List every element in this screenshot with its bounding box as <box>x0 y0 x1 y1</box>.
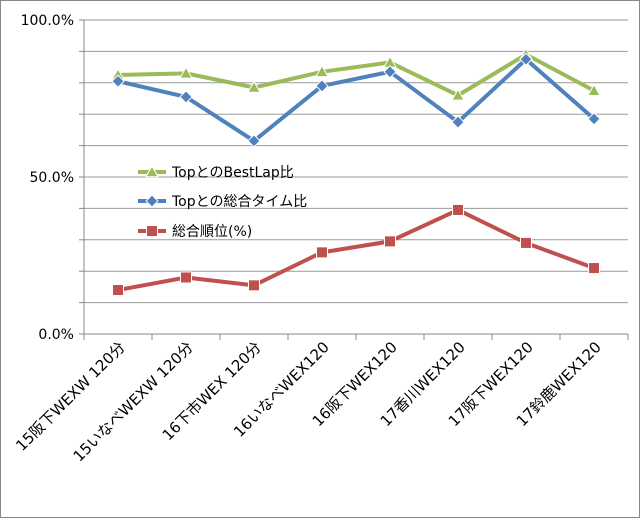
data-point <box>180 271 192 284</box>
legend-item: TopとのBestLap比 <box>138 164 294 181</box>
data-point <box>383 65 397 79</box>
data-point <box>520 236 532 249</box>
data-point <box>588 262 600 275</box>
data-point <box>315 79 329 93</box>
data-point <box>587 83 601 96</box>
data-point <box>452 203 464 216</box>
series-2 <box>112 203 600 297</box>
data-point <box>247 134 261 148</box>
series-line <box>117 207 595 293</box>
data-point <box>587 112 601 126</box>
legend-label: 総合順位(%) <box>172 224 252 240</box>
data-point <box>179 66 193 79</box>
data-point <box>315 64 329 78</box>
series-line <box>117 52 595 98</box>
data-point <box>248 279 260 292</box>
data-point <box>179 90 193 104</box>
data-point <box>519 52 533 66</box>
data-point <box>112 284 124 297</box>
axes <box>79 19 629 340</box>
series-line <box>117 57 596 143</box>
data-point <box>384 235 396 248</box>
legend-item: Topとの総合タイム比 <box>138 194 307 210</box>
y-tick-label: 100.0% <box>21 13 74 29</box>
legend-marker <box>145 164 159 178</box>
data-point <box>451 88 465 101</box>
y-tick-label: 50.0% <box>30 170 74 186</box>
series-1 <box>111 52 601 148</box>
gridlines <box>84 19 628 304</box>
legend-label: TopとのBestLap比 <box>171 165 294 181</box>
legend-item: 総合順位(%) <box>138 224 252 240</box>
series-group <box>111 47 601 297</box>
legend-marker <box>145 194 159 208</box>
legend-marker <box>146 225 158 237</box>
data-point <box>111 74 125 88</box>
data-point <box>316 246 328 259</box>
data-point <box>247 80 261 93</box>
data-point <box>451 115 465 129</box>
legend-label: Topとの総合タイム比 <box>171 194 307 210</box>
y-tick-label: 0.0% <box>38 327 74 343</box>
